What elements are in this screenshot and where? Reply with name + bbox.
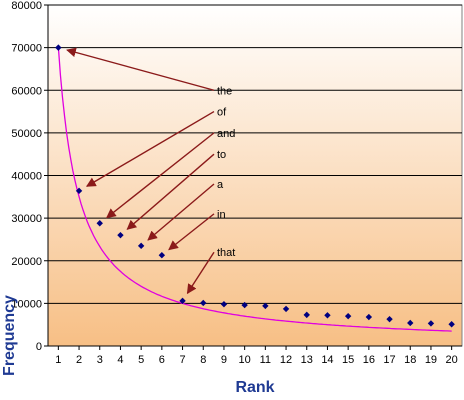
annotation-label: of xyxy=(217,107,227,119)
annotation-arrow xyxy=(66,47,215,91)
x-tick-label: 2 xyxy=(76,354,82,366)
y-tick-label: 50000 xyxy=(11,128,42,140)
y-tick-label: 80000 xyxy=(11,0,42,12)
data-point xyxy=(386,315,393,323)
data-point xyxy=(241,301,248,309)
y-tick-label: 0 xyxy=(36,341,42,353)
x-tick-label: 12 xyxy=(280,354,292,366)
data-point xyxy=(200,299,207,307)
zipf-curve xyxy=(57,47,452,332)
data-point xyxy=(262,302,269,310)
annotation-label: that xyxy=(217,247,235,259)
annotation-arrow xyxy=(106,132,215,219)
x-tick-label: 3 xyxy=(97,354,103,366)
annotation-labels: the of and to a in that xyxy=(217,85,235,259)
x-tick-label: 4 xyxy=(117,354,123,366)
data-point xyxy=(75,187,83,195)
annotation-label: to xyxy=(217,149,226,161)
annotation-arrow xyxy=(126,153,215,230)
y-axis-title: Frequency xyxy=(1,295,18,376)
y-tick-label: 30000 xyxy=(11,213,42,225)
axes xyxy=(47,5,462,347)
x-tick-label: 7 xyxy=(179,354,185,366)
x-tick-label: 16 xyxy=(363,354,375,366)
data-point xyxy=(282,305,290,313)
data-point xyxy=(96,220,103,227)
annotation-arrow xyxy=(168,213,215,251)
data-point xyxy=(117,231,124,239)
data-point xyxy=(448,321,455,328)
x-tick-label: 13 xyxy=(301,354,313,366)
x-tick-label: 14 xyxy=(321,354,333,366)
tick-labels: 0 10000 20000 30000 40000 50000 60000 70000 8000… xyxy=(11,0,457,366)
y-tick-label: 60000 xyxy=(11,85,42,97)
x-tick-label: 18 xyxy=(404,354,416,366)
annotation-arrow xyxy=(147,183,215,241)
x-tick-label: 6 xyxy=(159,354,165,366)
annotation-arrow xyxy=(85,110,215,187)
data-point xyxy=(427,320,435,327)
annotation-label: a xyxy=(217,179,224,191)
data-point xyxy=(365,313,373,321)
x-axis-title: Rank xyxy=(235,379,274,396)
x-tick-label: 8 xyxy=(200,354,206,366)
annotation-arrows xyxy=(66,47,215,295)
x-tick-label: 17 xyxy=(383,354,395,366)
data-points xyxy=(55,44,455,328)
y-tick-label: 10000 xyxy=(11,298,42,310)
data-point xyxy=(303,311,310,319)
gridlines xyxy=(44,4,462,350)
data-point xyxy=(137,242,145,250)
data-point xyxy=(179,297,186,305)
data-point xyxy=(55,44,62,51)
data-point xyxy=(158,252,166,259)
annotation-label: in xyxy=(217,209,226,221)
y-tick-label: 40000 xyxy=(11,171,42,183)
annotation-label: the xyxy=(217,85,232,97)
x-tick-label: 10 xyxy=(239,354,251,366)
data-point xyxy=(324,312,331,319)
x-tick-label: 9 xyxy=(221,354,227,366)
data-point xyxy=(407,319,414,327)
y-tick-label: 70000 xyxy=(11,43,42,55)
x-tick-label: 15 xyxy=(342,354,354,366)
trend-curve xyxy=(57,47,452,332)
x-tick-label: 20 xyxy=(446,354,458,366)
data-point xyxy=(220,301,228,308)
annotation-arrow xyxy=(186,251,215,295)
x-tick-label: 19 xyxy=(425,354,437,366)
x-tick-label: 11 xyxy=(260,354,271,366)
data-point xyxy=(344,312,352,320)
x-tick-label: 5 xyxy=(138,354,144,366)
y-tick-label: 20000 xyxy=(11,256,42,268)
annotation-label: and xyxy=(217,128,235,140)
x-tick-label: 1 xyxy=(55,354,61,366)
